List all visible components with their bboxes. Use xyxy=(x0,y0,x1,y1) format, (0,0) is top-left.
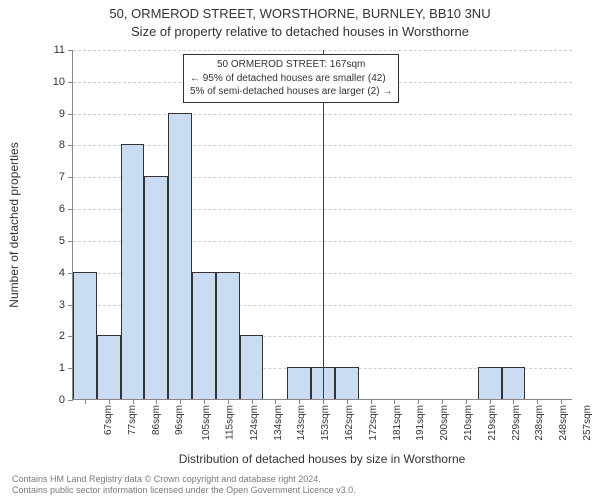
y-tick-label: 1 xyxy=(59,362,65,374)
x-tick-mark xyxy=(466,399,467,404)
annotation-line-2: ← 95% of detached houses are smaller (42… xyxy=(190,72,392,86)
y-tick-label: 6 xyxy=(59,203,65,215)
x-tick-label: 96sqm xyxy=(174,405,185,435)
bar xyxy=(287,367,311,399)
title-line-1: 50, ORMEROD STREET, WORSTHORNE, BURNLEY,… xyxy=(0,6,600,21)
x-tick-label: 143sqm xyxy=(296,405,307,441)
x-tick-label: 67sqm xyxy=(103,405,114,435)
bar xyxy=(478,367,502,399)
annotation-box: 50 ORMEROD STREET: 167sqm ← 95% of detac… xyxy=(183,54,399,103)
x-tick-mark xyxy=(490,399,491,404)
x-tick-label: 124sqm xyxy=(249,405,260,441)
x-tick-label: 248sqm xyxy=(558,405,569,441)
x-tick-label: 238sqm xyxy=(534,405,545,441)
x-tick-mark xyxy=(133,399,134,404)
y-tick-label: 7 xyxy=(59,171,65,183)
x-tick-mark xyxy=(442,399,443,404)
x-tick-mark xyxy=(299,399,300,404)
x-tick-mark xyxy=(371,399,372,404)
bar xyxy=(502,367,526,399)
annotation-line-1: 50 ORMEROD STREET: 167sqm xyxy=(190,58,392,72)
y-axis-label: Number of detached properties xyxy=(7,142,21,307)
y-tick-label: 8 xyxy=(59,139,65,151)
x-tick-mark xyxy=(513,399,514,404)
y-tick-label: 2 xyxy=(59,330,65,342)
x-tick-mark xyxy=(323,399,324,404)
x-tick-mark xyxy=(180,399,181,404)
footer-line-2: Contains public sector information licen… xyxy=(12,485,356,496)
y-tick-mark xyxy=(68,114,73,115)
y-tick-mark xyxy=(68,209,73,210)
bar xyxy=(73,272,97,399)
bar xyxy=(168,113,192,399)
x-tick-label: 134sqm xyxy=(272,405,283,441)
x-tick-label: 86sqm xyxy=(151,405,162,435)
x-tick-label: 77sqm xyxy=(127,405,138,435)
footer-line-1: Contains HM Land Registry data © Crown c… xyxy=(12,474,356,485)
y-tick-mark xyxy=(68,177,73,178)
x-tick-mark xyxy=(347,399,348,404)
x-tick-label: 105sqm xyxy=(201,405,212,441)
y-tick-mark xyxy=(68,241,73,242)
x-tick-mark xyxy=(156,399,157,404)
x-tick-mark xyxy=(85,399,86,404)
bar xyxy=(97,335,121,399)
y-tick-label: 3 xyxy=(59,299,65,311)
x-tick-mark xyxy=(418,399,419,404)
x-axis-label: Distribution of detached houses by size … xyxy=(72,452,572,466)
x-tick-label: 153sqm xyxy=(320,405,331,441)
y-tick-mark xyxy=(68,145,73,146)
y-tick-label: 9 xyxy=(59,108,65,120)
x-tick-mark xyxy=(252,399,253,404)
x-tick-mark xyxy=(275,399,276,404)
x-tick-mark xyxy=(228,399,229,404)
annotation-line-3: 5% of semi-detached houses are larger (2… xyxy=(190,85,392,99)
x-tick-label: 191sqm xyxy=(415,405,426,441)
bar xyxy=(216,272,240,399)
x-tick-mark xyxy=(537,399,538,404)
y-tick-label: 11 xyxy=(54,44,65,56)
bar xyxy=(335,367,359,399)
y-tick-mark xyxy=(68,82,73,83)
x-tick-mark xyxy=(394,399,395,404)
x-tick-label: 219sqm xyxy=(487,405,498,441)
x-tick-mark xyxy=(109,399,110,404)
title-line-2: Size of property relative to detached ho… xyxy=(0,24,600,39)
footer-attribution: Contains HM Land Registry data © Crown c… xyxy=(12,474,356,497)
bar xyxy=(192,272,216,399)
x-tick-mark xyxy=(204,399,205,404)
bar xyxy=(240,335,264,399)
y-tick-label: 0 xyxy=(59,394,65,406)
bar xyxy=(144,176,168,399)
x-tick-label: 162sqm xyxy=(344,405,355,441)
y-tick-mark xyxy=(68,50,73,51)
x-tick-mark xyxy=(561,399,562,404)
y-tick-label: 10 xyxy=(53,76,65,88)
x-tick-label: 181sqm xyxy=(391,405,402,441)
x-tick-label: 210sqm xyxy=(463,405,474,441)
x-tick-label: 229sqm xyxy=(510,405,521,441)
x-tick-label: 115sqm xyxy=(224,405,235,440)
x-tick-label: 172sqm xyxy=(368,405,379,441)
y-tick-label: 5 xyxy=(59,235,65,247)
x-tick-label: 200sqm xyxy=(439,405,450,441)
chart-plot-area: 0123456789101167sqm77sqm86sqm96sqm105sqm… xyxy=(72,50,572,400)
y-tick-label: 4 xyxy=(59,267,65,279)
x-tick-label: 257sqm xyxy=(582,405,593,441)
y-tick-mark xyxy=(68,400,73,401)
bar xyxy=(121,144,145,399)
